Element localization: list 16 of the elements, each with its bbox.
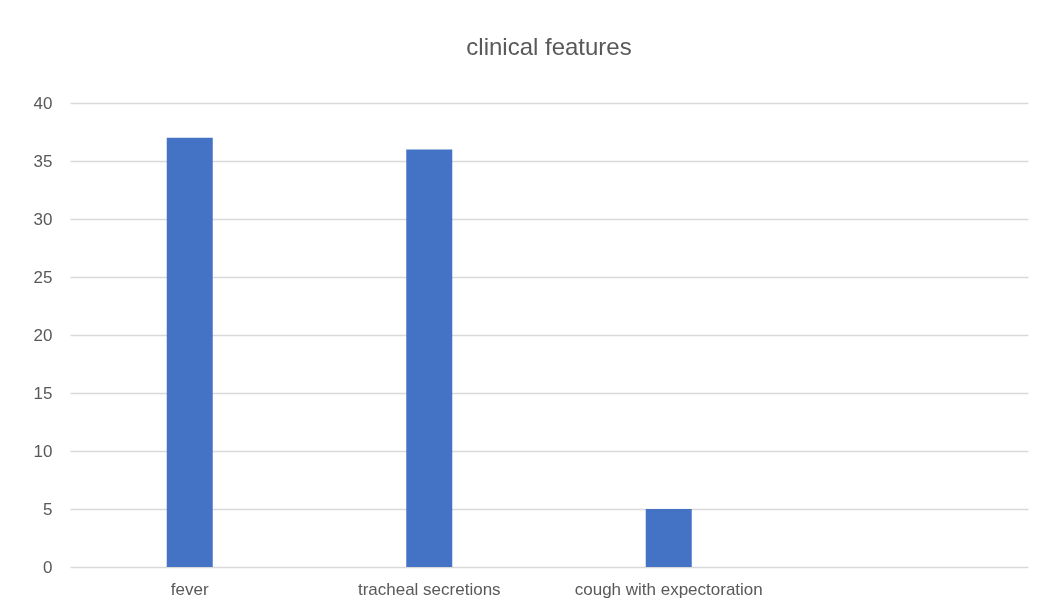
y-tick-label: 30 [33,209,53,229]
y-tick-label: 15 [33,383,53,403]
x-tick-label: fever [170,579,209,599]
y-tick-label: 40 [33,93,53,113]
y-tick-label: 0 [43,557,53,577]
y-tick-label: 5 [43,499,53,519]
bar [645,509,692,567]
y-tick-label: 10 [33,441,53,461]
chart-title: clinical features [466,33,632,60]
x-tick-label: cough with expectoration [574,579,763,599]
bar [166,137,213,567]
y-tick-label: 25 [33,267,53,287]
bar [406,149,453,567]
y-tick-label: 35 [33,151,53,171]
x-tick-label: tracheal secretions [357,579,501,599]
y-tick-label: 20 [33,325,53,345]
